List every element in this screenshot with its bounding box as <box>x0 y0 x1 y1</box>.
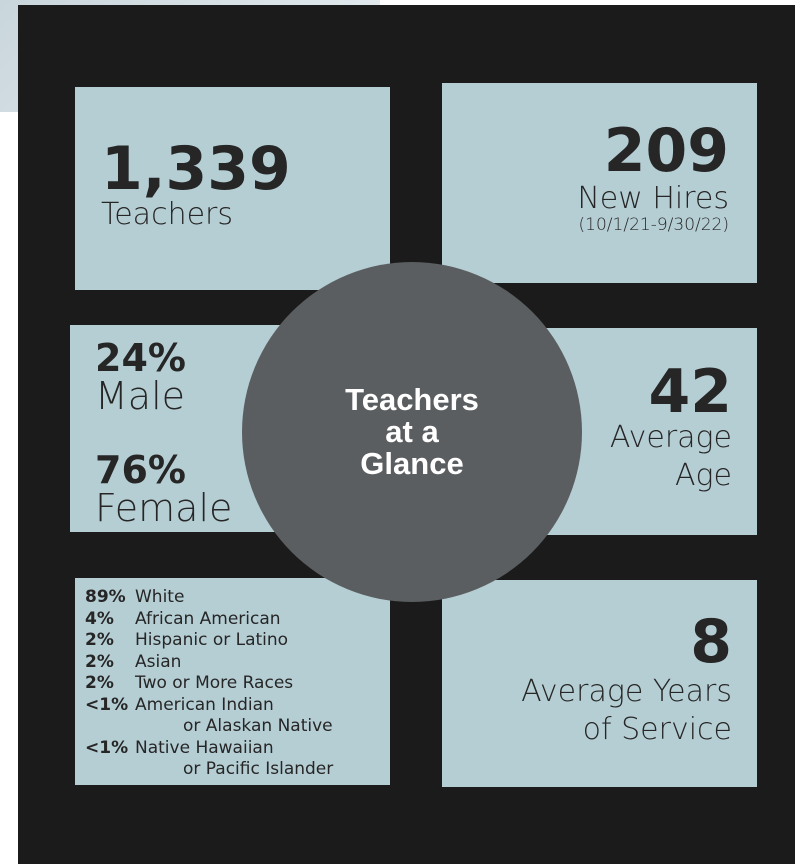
ethnicity-row: or Pacific Islander <box>85 759 390 781</box>
stat-label: Female <box>95 485 233 530</box>
stat-value: 42 <box>648 357 733 427</box>
ethnicity-label: African American <box>135 608 281 629</box>
ethnicity-row: 2% Two or More Races <box>85 673 390 695</box>
ethnicity-row: 4% African American <box>85 609 390 631</box>
ethnicity-row: or Alaskan Native <box>85 716 390 738</box>
stat-label: Male <box>95 374 186 418</box>
ethnicity-label: Asian <box>135 651 182 672</box>
stat-value: 1,339 <box>101 134 291 204</box>
stat-label: Teachers <box>101 197 233 232</box>
stat-value: 209 <box>603 116 729 186</box>
ethnicity-row: 2% Hispanic or Latino <box>85 630 390 652</box>
ethnicity-pct: 2% <box>85 651 114 672</box>
service-card: 8 Average Years of Service <box>442 580 757 787</box>
ethnicity-pct: 2% <box>85 673 114 693</box>
stat-label: Age <box>675 457 732 493</box>
stat-value: 24% <box>95 336 186 380</box>
stat-label: Average <box>609 420 732 455</box>
ethnicity-label: American Indian <box>135 694 274 715</box>
ethnicity-row: <1% American Indian <box>85 695 390 717</box>
stat-note: (10/1/21-9/30/22) <box>578 214 729 235</box>
ethnicity-row: 89% White <box>85 587 390 609</box>
stat-label: New Hires <box>577 181 729 216</box>
title-circle: Teachers at a Glance <box>242 262 582 602</box>
title: Teachers at a Glance <box>345 382 479 481</box>
ethnicity-pct: 89% <box>85 587 126 607</box>
ethnicity-label: Two or More Races <box>135 673 294 693</box>
ethnicity-pct: <1% <box>85 694 129 715</box>
ethnicity-label: or Alaskan Native <box>183 716 333 736</box>
ethnicity-label: Hispanic or Latino <box>135 630 289 650</box>
ethnicity-card: 89% White 4% African American 2% Hispanic or … <box>75 578 390 785</box>
ethnicity-pct: 4% <box>85 608 114 629</box>
stat-value: 76% <box>95 447 186 492</box>
ethnicity-pct: <1% <box>85 737 129 758</box>
ethnicity-row: 2% Asian <box>85 652 390 674</box>
stat-label: Average Years <box>521 674 732 709</box>
ethnicity-pct: 2% <box>85 630 114 650</box>
stat-value: 8 <box>690 607 732 677</box>
new-hires-card: 209 New Hires (10/1/21-9/30/22) <box>442 83 757 283</box>
stat-label: of Service <box>582 711 732 747</box>
ethnicity-label: or Pacific Islander <box>183 759 334 779</box>
teachers-card: 1,339 Teachers <box>75 87 390 290</box>
ethnicity-label: Native Hawaiian <box>135 737 274 758</box>
ethnicity-label: White <box>135 587 185 607</box>
ethnicity-row: <1% Native Hawaiian <box>85 738 390 760</box>
